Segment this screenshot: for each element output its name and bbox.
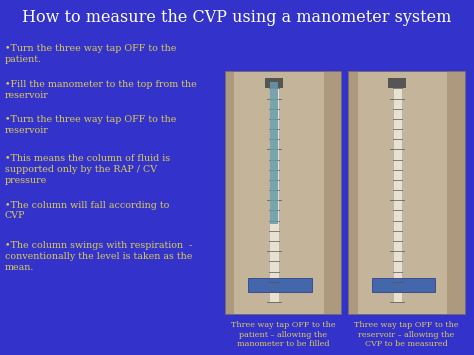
Bar [225,71,341,314]
Text: Three way tap OFF to the
reservoir – allowing the
CVP to be measured: Three way tap OFF to the reservoir – all… [354,321,459,348]
Bar [264,78,283,88]
Bar [269,78,279,302]
Text: Three way tap OFF to the
patient – allowing the
manometer to be filled: Three way tap OFF to the patient – allow… [231,321,336,348]
Bar [248,278,312,292]
Text: How to measure the CVP using a manometer system: How to measure the CVP using a manometer… [22,9,452,26]
Bar [372,278,436,292]
Bar [225,71,235,314]
Text: •The column will fall according to
CVP: •The column will fall according to CVP [5,201,169,220]
Text: •This means the column of fluid is
supported only by the RAP / CV
pressure: •This means the column of fluid is suppo… [5,154,170,185]
Text: •Turn the three way tap OFF to the
reservoir: •Turn the three way tap OFF to the reser… [5,115,176,135]
Bar [348,71,358,314]
Bar [324,71,341,314]
Text: •Turn the three way tap OFF to the
patient.: •Turn the three way tap OFF to the patie… [5,44,176,64]
Bar [348,71,465,314]
Text: •Fill the manometer to the top from the
reservoir: •Fill the manometer to the top from the … [5,80,197,100]
Bar [270,82,278,224]
Bar [388,78,407,88]
Bar [447,71,465,314]
Text: •The column swings with respiration  -
conventionally the level is taken as the
: •The column swings with respiration - co… [5,241,192,272]
Bar [392,78,402,302]
